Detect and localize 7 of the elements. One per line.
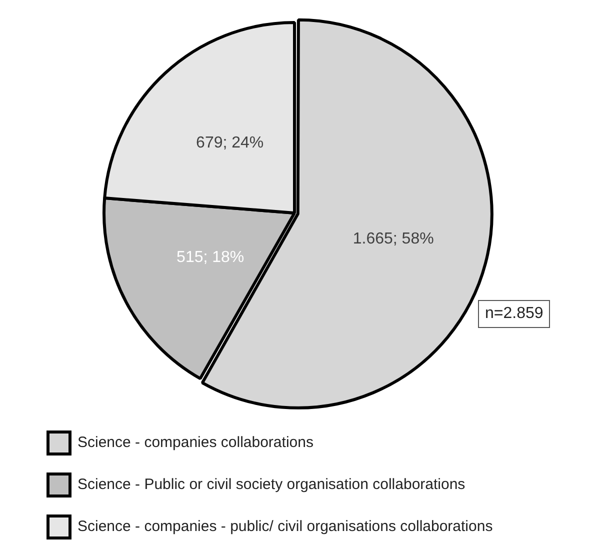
data-label: 1.665; 58% — [352, 230, 434, 248]
data-label: 679; 24% — [196, 134, 264, 152]
legend-label: Science - Public or civil society organisation collaborations — [78, 476, 466, 494]
legend-label: Science - companies - public/ civil organisations collaborations — [78, 518, 493, 536]
data-label: 515; 18% — [176, 249, 244, 266]
legend-label: Science - companies collaborations — [78, 434, 314, 452]
text: n=2.859 — [478, 300, 550, 328]
